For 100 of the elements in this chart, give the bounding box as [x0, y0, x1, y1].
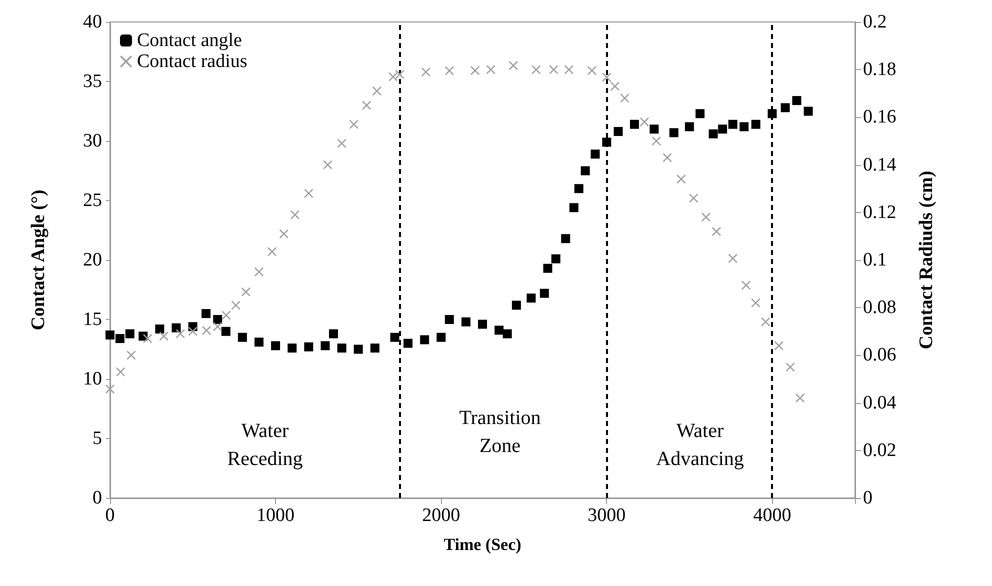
point [354, 344, 363, 354]
y-tick-label: 35 [83, 71, 102, 92]
point [126, 350, 136, 360]
point [155, 324, 164, 334]
point [486, 65, 496, 74]
point [768, 109, 777, 118]
point [774, 341, 784, 350]
y-tick-label: 30 [83, 130, 102, 152]
point [712, 226, 721, 236]
point [106, 330, 114, 340]
annotation: Transition Zone [459, 407, 541, 457]
point [337, 344, 346, 353]
point [176, 329, 185, 338]
point [502, 329, 512, 338]
point [444, 66, 454, 76]
point [551, 254, 560, 264]
y-tick-label: 0 [92, 488, 102, 508]
point [708, 129, 718, 138]
point [718, 124, 728, 134]
point [574, 184, 584, 194]
point [478, 320, 487, 329]
point [461, 317, 470, 326]
point [115, 334, 124, 344]
point [512, 300, 521, 310]
point [650, 124, 659, 134]
point [444, 315, 454, 324]
point [676, 174, 686, 184]
point [640, 117, 649, 126]
point [143, 334, 152, 344]
point [238, 332, 247, 342]
point [620, 94, 630, 103]
point [370, 344, 380, 353]
point [231, 300, 240, 310]
point [786, 362, 795, 372]
y-tick-label: 10 [83, 368, 102, 390]
x-axis-title: Time (Sec) [444, 535, 522, 554]
point [540, 288, 549, 298]
y2-tick-label: 0.2 [863, 12, 887, 32]
point [395, 70, 404, 79]
point [587, 66, 596, 76]
legend-label: Contact angle [137, 30, 242, 51]
y2-tick-label: 0.02 [863, 440, 896, 461]
point [630, 120, 639, 129]
point [337, 138, 346, 148]
y-tick-label: 15 [83, 309, 102, 330]
y2-tick-label: 0.08 [863, 297, 896, 318]
point [602, 72, 612, 82]
point [543, 264, 552, 273]
point [202, 309, 211, 318]
point [362, 100, 372, 110]
point [728, 120, 738, 129]
point [751, 298, 760, 308]
y2-axis-title: Contact Radiuds (cm) [916, 170, 937, 350]
y2-tick-label: 0.12 [863, 202, 896, 223]
y-tick-label: 20 [83, 250, 102, 270]
point [404, 338, 412, 348]
point [304, 342, 314, 352]
y2-tick-label: 0.14 [863, 154, 897, 176]
point [304, 188, 314, 198]
y2-tick-label: 0.1 [863, 250, 887, 270]
point [116, 367, 126, 376]
point [508, 61, 518, 70]
point [349, 120, 358, 129]
point [159, 332, 168, 341]
point [792, 96, 802, 106]
y2-tick-label: 0.18 [863, 59, 896, 80]
point [780, 103, 790, 112]
x-tick-label: 2000 [422, 505, 460, 526]
point [761, 317, 770, 326]
point [329, 329, 338, 338]
annotation: Water Advancing [656, 420, 744, 470]
y-tick-label: 25 [83, 190, 102, 211]
point [702, 212, 710, 222]
point [740, 122, 749, 132]
y-axis-title: Contact Angle (°) [28, 190, 49, 330]
x-tick-label: 1000 [256, 505, 295, 526]
point [436, 332, 446, 342]
point [561, 234, 570, 244]
point [290, 210, 300, 220]
point [526, 294, 536, 303]
point [684, 122, 694, 132]
point [669, 128, 678, 138]
point [221, 326, 230, 336]
x-tick-label: 3000 [588, 505, 626, 526]
point [288, 344, 297, 353]
point [268, 247, 277, 256]
y-tick-label: 5 [92, 428, 102, 449]
point [804, 106, 813, 116]
point [652, 136, 661, 146]
point [213, 322, 222, 332]
point [254, 338, 264, 347]
point [742, 280, 751, 290]
point [271, 341, 280, 350]
point [532, 65, 541, 74]
point [279, 229, 288, 238]
point [125, 329, 134, 338]
y2-tick-label: 0.04 [863, 392, 897, 414]
point [580, 166, 590, 176]
point [421, 67, 430, 76]
point [610, 82, 620, 91]
